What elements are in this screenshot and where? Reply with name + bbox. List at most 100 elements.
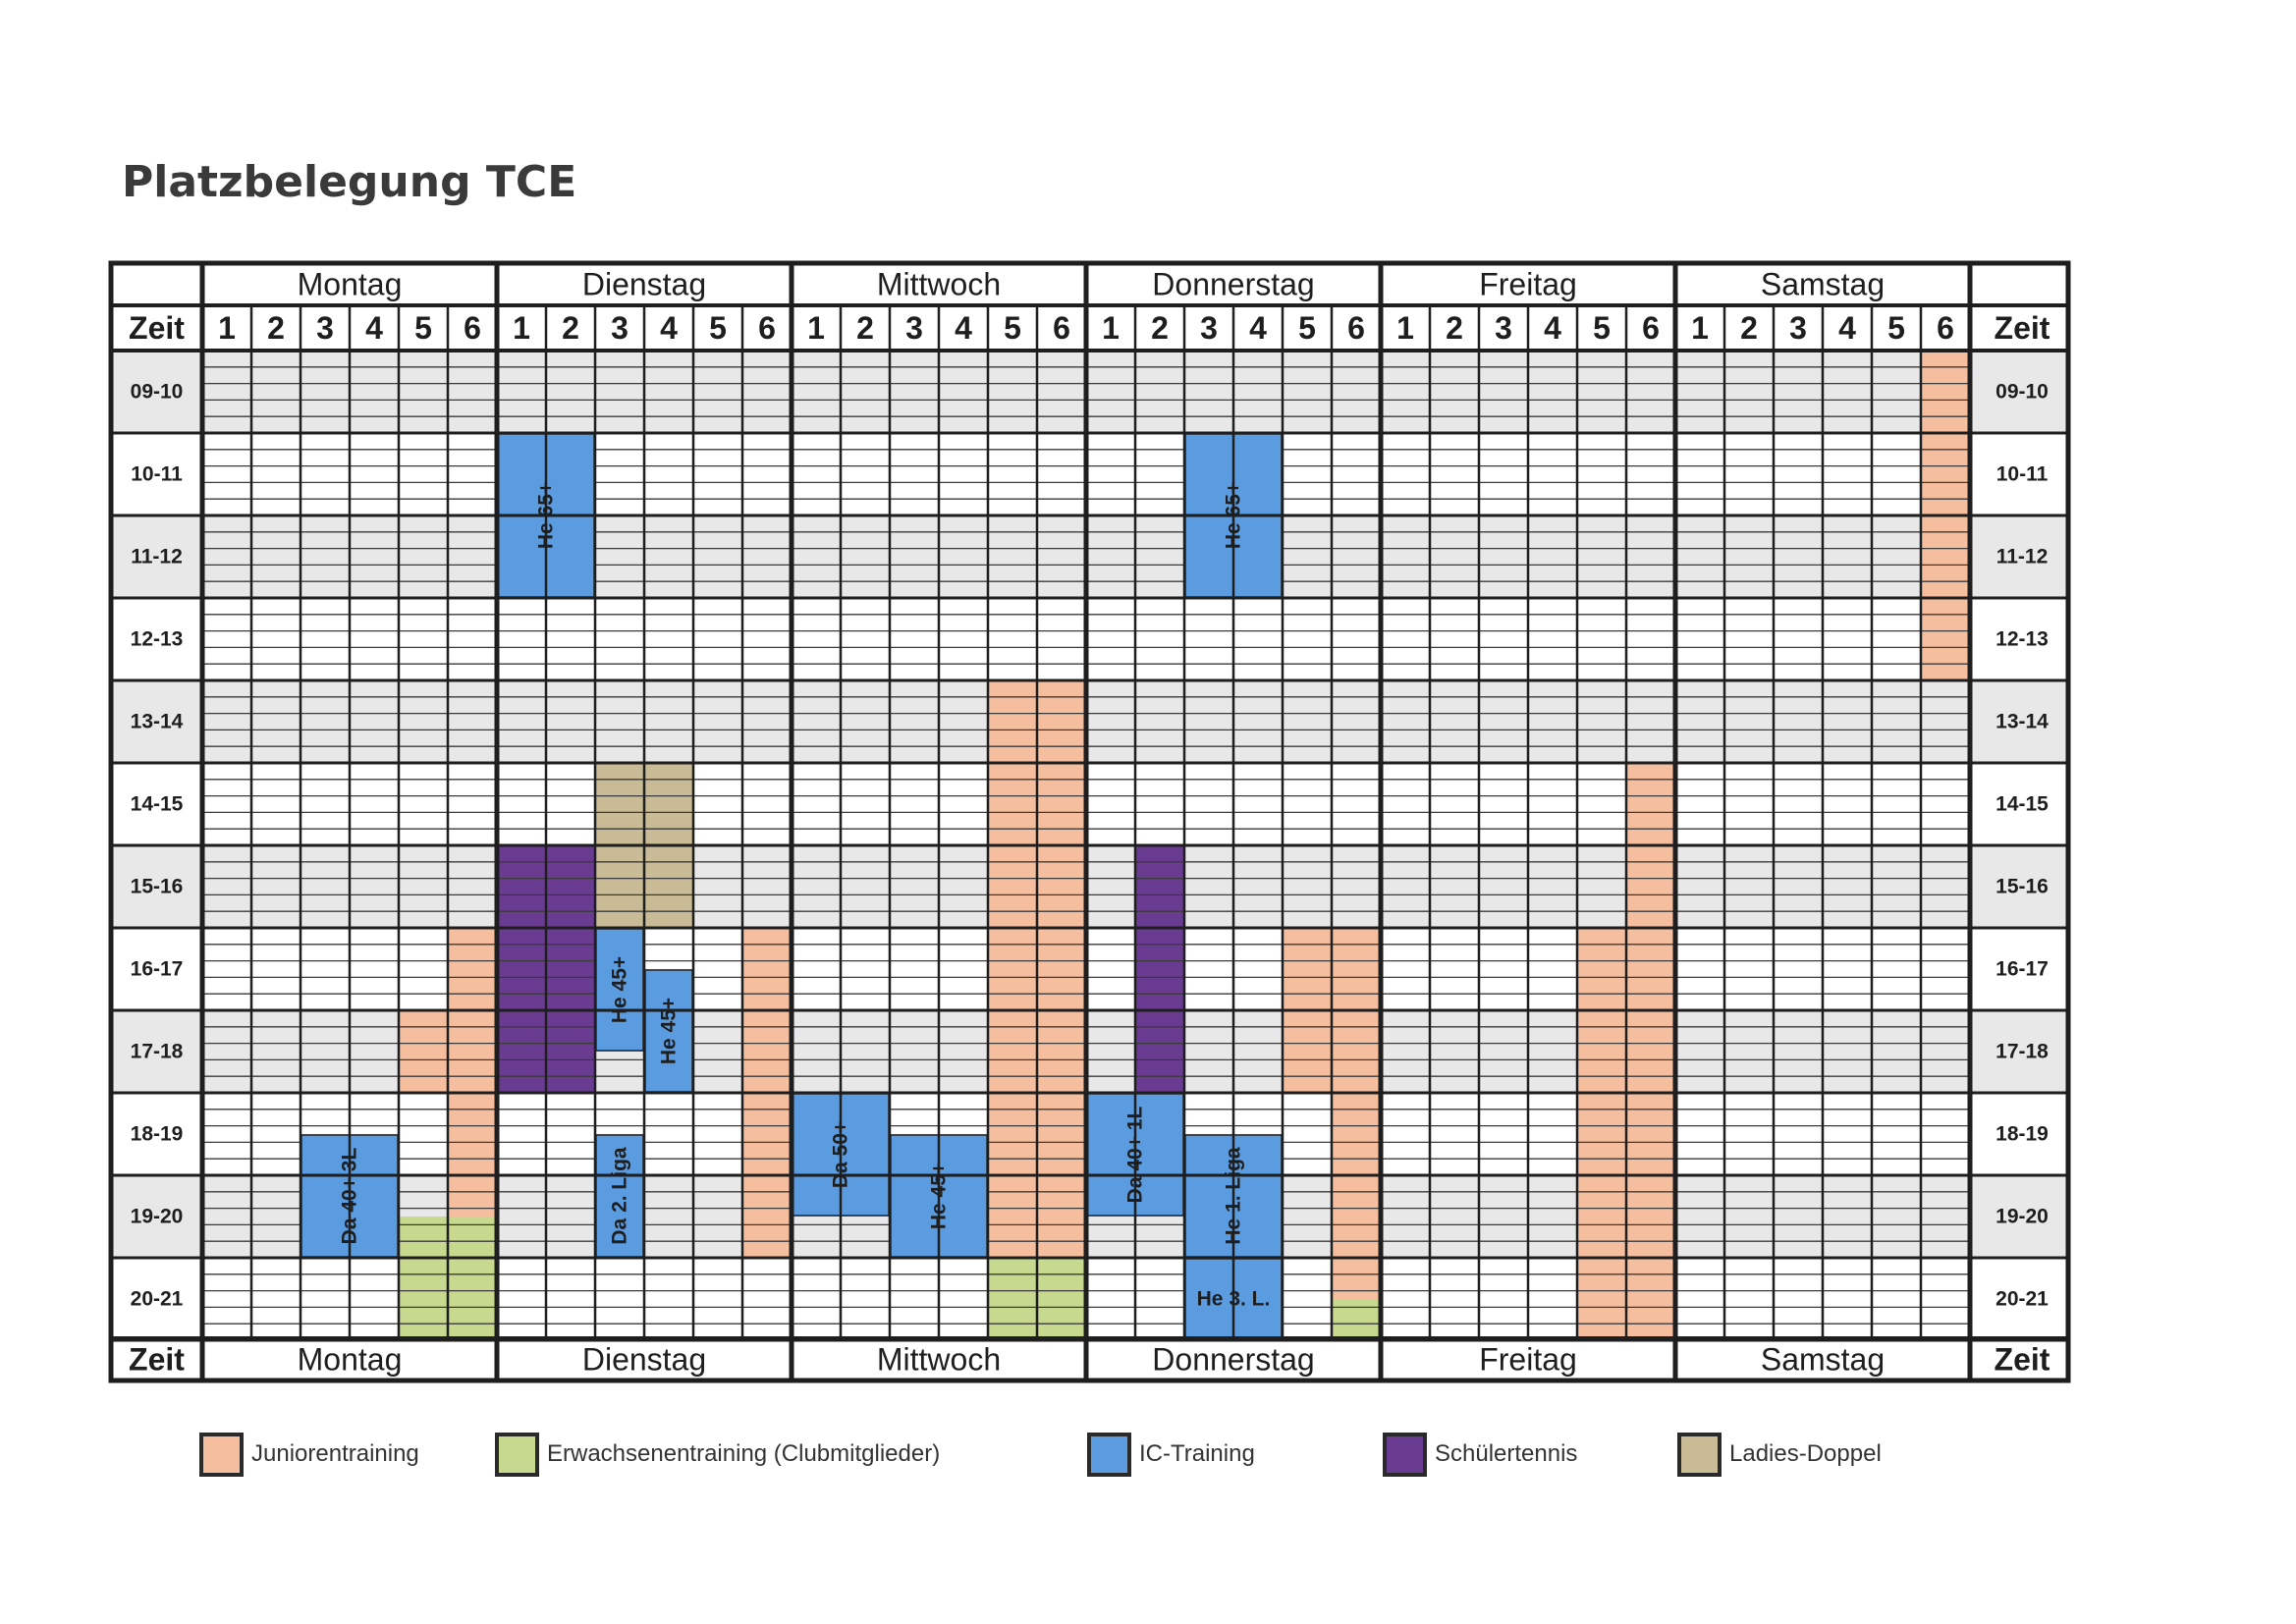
time-slot-left: 19-20 <box>131 1206 184 1228</box>
time-slot-right: 17-18 <box>1995 1041 2049 1063</box>
day-header: Dienstag <box>582 267 706 302</box>
court-number: 1 <box>1102 310 1120 346</box>
court-number: 4 <box>660 310 678 346</box>
booking-junior <box>1332 928 1381 1299</box>
time-slot-left: 13-14 <box>131 711 184 733</box>
time-slot-left: 11-12 <box>131 546 183 568</box>
court-number: 3 <box>1200 310 1218 346</box>
court-number: 2 <box>856 310 874 346</box>
time-slot-left: 17-18 <box>131 1041 184 1063</box>
court-number: 4 <box>1544 310 1561 346</box>
booking-adult <box>399 1217 448 1340</box>
legend-swatch <box>1677 1432 1722 1477</box>
page-title: Platzbelegung TCE <box>122 157 577 207</box>
court-number: 6 <box>1937 310 1954 346</box>
court-number: 6 <box>758 310 776 346</box>
legend-swatch <box>495 1432 539 1477</box>
time-slot-left: 15-16 <box>131 876 184 898</box>
day-header: Samstag <box>1761 267 1885 302</box>
shaded-row <box>111 351 2068 433</box>
court-number: 5 <box>414 310 432 346</box>
legend-swatch <box>1087 1432 1131 1477</box>
court-number: 2 <box>267 310 285 346</box>
day-footer: Donnerstag <box>1152 1342 1314 1378</box>
booking-label: He 45+ <box>658 998 681 1064</box>
court-number: 1 <box>807 310 825 346</box>
time-slot-right: 15-16 <box>1995 876 2049 898</box>
time-slot-right: 20-21 <box>1995 1288 2049 1311</box>
court-number: 1 <box>513 310 530 346</box>
court-number: 2 <box>1446 310 1463 346</box>
time-slot-left: 16-17 <box>131 958 184 981</box>
day-footer: Mittwoch <box>877 1342 1001 1378</box>
zeit-footer-left: Zeit <box>129 1342 185 1378</box>
booking-adult <box>1332 1299 1381 1340</box>
time-slot-left: 20-21 <box>131 1288 184 1311</box>
shaded-row <box>111 515 2068 598</box>
booking-adult <box>448 1217 497 1340</box>
legend-swatch <box>1383 1432 1427 1477</box>
court-number: 6 <box>464 310 481 346</box>
time-slot-right: 16-17 <box>1995 958 2049 981</box>
legend-label: Juniorentraining <box>251 1440 419 1467</box>
court-number: 5 <box>1593 310 1611 346</box>
time-slot-right: 10-11 <box>1996 463 2049 486</box>
court-number: 3 <box>905 310 923 346</box>
court-number: 2 <box>1740 310 1758 346</box>
legend-label: Erwachsenentraining (Clubmitglieder) <box>547 1440 941 1467</box>
legend-label: Schülertennis <box>1435 1440 1578 1467</box>
time-slot-left: 09-10 <box>131 381 184 404</box>
time-slot-left: 14-15 <box>131 793 184 816</box>
time-slot-right: 12-13 <box>1995 628 2049 651</box>
legend-label: IC-Training <box>1139 1440 1255 1467</box>
zeit-header-left: Zeit <box>129 310 185 346</box>
time-slot-right: 09-10 <box>1995 381 2049 404</box>
time-slot-right: 18-19 <box>1995 1123 2049 1146</box>
legend-item-ic: IC-Training <box>1087 1431 1255 1478</box>
day-header: Mittwoch <box>877 267 1001 302</box>
court-number: 5 <box>1887 310 1905 346</box>
time-slot-right: 13-14 <box>1995 711 2049 733</box>
court-number: 5 <box>709 310 727 346</box>
booking-junior <box>448 928 497 1217</box>
day-header: Freitag <box>1479 267 1577 302</box>
booking-junior <box>399 1010 448 1093</box>
shaded-row <box>111 845 2068 928</box>
court-number: 2 <box>1151 310 1169 346</box>
day-footer: Samstag <box>1761 1342 1885 1378</box>
time-slot-right: 11-12 <box>1996 546 2049 568</box>
zeit-footer-right: Zeit <box>1995 1342 2050 1378</box>
time-slot-left: 18-19 <box>131 1123 184 1146</box>
booking-ic-block <box>595 928 644 1052</box>
court-number: 1 <box>1396 310 1414 346</box>
court-number: 5 <box>1004 310 1021 346</box>
time-slot-right: 19-20 <box>1995 1206 2049 1228</box>
day-footer: Freitag <box>1479 1342 1577 1378</box>
time-slot-left: 10-11 <box>131 463 183 486</box>
day-header: Montag <box>298 267 403 302</box>
time-slot-right: 14-15 <box>1995 793 2049 816</box>
court-number: 4 <box>955 310 972 346</box>
legend-item-adult: Erwachsenentraining (Clubmitglieder) <box>495 1431 940 1478</box>
court-number: 3 <box>316 310 334 346</box>
court-number: 3 <box>1495 310 1512 346</box>
court-number: 6 <box>1053 310 1070 346</box>
zeit-header-right: Zeit <box>1995 310 2050 346</box>
legend-item-junior: Juniorentraining <box>199 1431 419 1478</box>
booking-label: Da 2. Liga <box>609 1147 631 1245</box>
court-number: 3 <box>611 310 629 346</box>
booking-school <box>1135 845 1184 1093</box>
booking-label: He 45+ <box>609 956 631 1023</box>
booking-ic-block <box>644 969 693 1093</box>
court-number: 2 <box>562 310 579 346</box>
legend-swatch <box>199 1432 244 1477</box>
court-number: 4 <box>1249 310 1267 346</box>
court-number: 6 <box>1642 310 1660 346</box>
court-number: 4 <box>1838 310 1856 346</box>
court-number: 5 <box>1298 310 1316 346</box>
time-slot-left: 12-13 <box>131 628 184 651</box>
court-number: 4 <box>365 310 383 346</box>
legend-item-ladies: Ladies-Doppel <box>1677 1431 1882 1478</box>
court-number: 1 <box>1691 310 1709 346</box>
